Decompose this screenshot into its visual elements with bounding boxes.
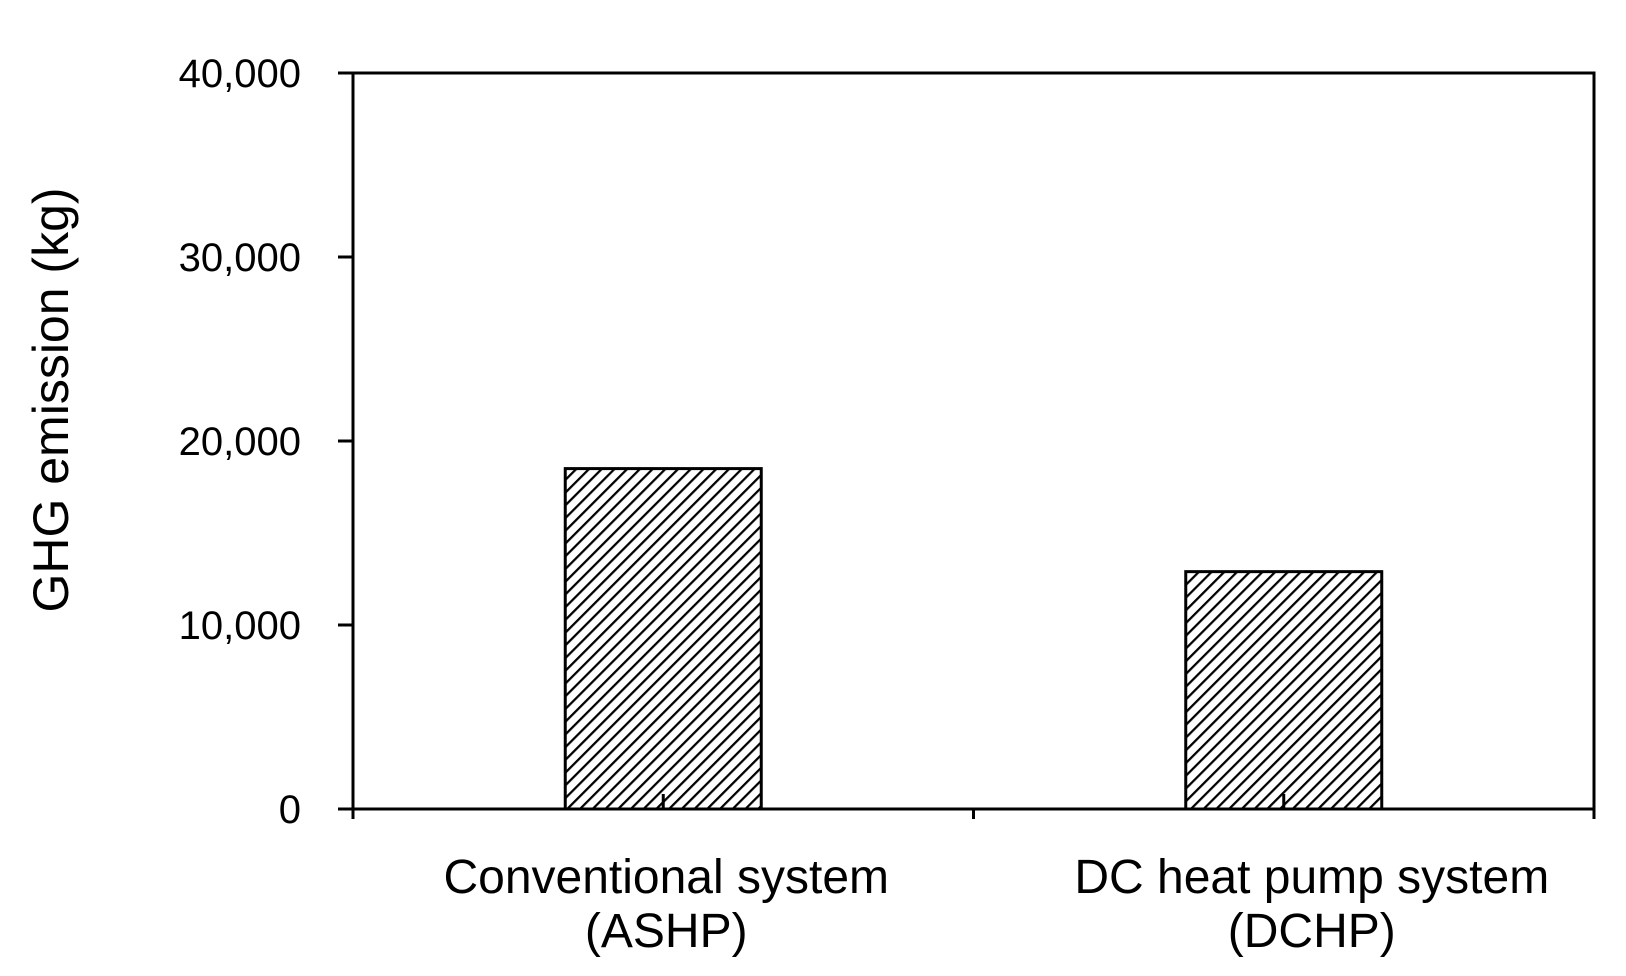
x-category-label-line2: (DCHP): [1228, 905, 1396, 958]
y-tick-label: 40,000: [179, 52, 301, 96]
y-tick-label: 30,000: [179, 236, 301, 280]
y-tick-label: 10,000: [179, 604, 301, 648]
y-axis-title: GHG emission (kg): [23, 187, 79, 612]
bar-dchp: [1184, 570, 1384, 811]
bar-ashp: [563, 467, 763, 811]
x-category-label-line1: DC heat pump system: [1074, 851, 1549, 904]
y-axis: 0 10,000 20,000 30,000 40,000: [179, 52, 353, 832]
x-category-label-line2: (ASHP): [585, 905, 748, 958]
x-axis: Conventional system(ASHP) DC heat pump sy…: [351, 794, 1596, 958]
bars: [563, 467, 1384, 811]
x-category-label-line1: Conventional system: [443, 851, 889, 904]
plot-area: [351, 71, 1596, 811]
y-tick-label: 20,000: [179, 420, 301, 464]
y-tick-label: 0: [279, 788, 301, 832]
